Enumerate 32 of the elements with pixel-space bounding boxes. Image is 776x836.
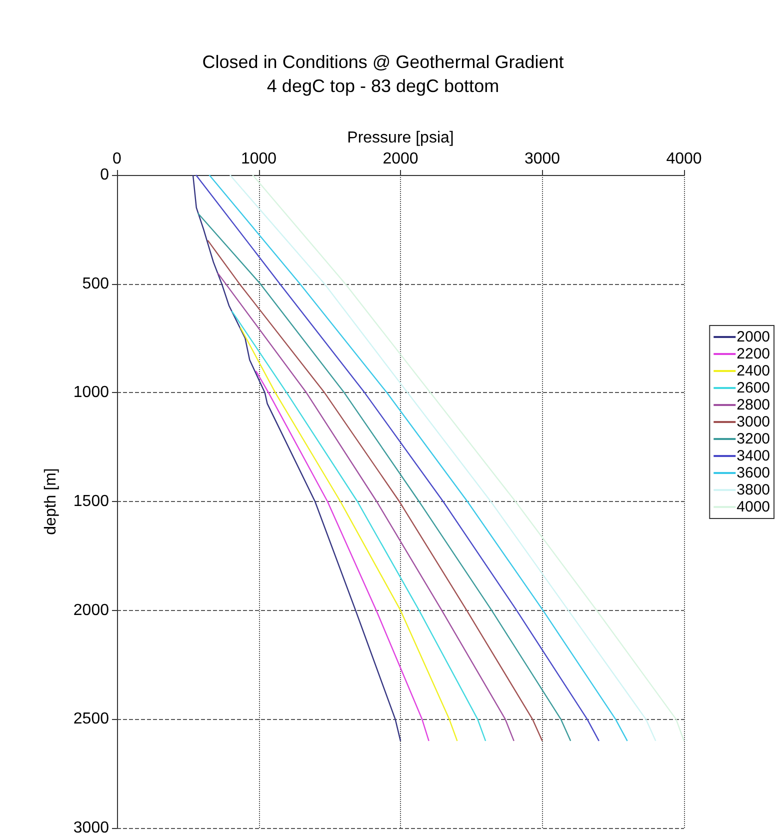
legend-label: 3400 bbox=[736, 448, 770, 464]
y-tick-label: 1000 bbox=[73, 384, 110, 402]
x-tick-label: 0 bbox=[112, 150, 122, 168]
line-series bbox=[255, 370, 430, 742]
x-tick-label: 1000 bbox=[240, 150, 277, 168]
legend-label: 2600 bbox=[736, 380, 770, 396]
x-axis-title: Pressure [psia] bbox=[347, 130, 454, 147]
legend-label: 2000 bbox=[736, 328, 770, 346]
y-tick-label: 0 bbox=[100, 166, 110, 184]
y-tick-label: 500 bbox=[82, 275, 110, 292]
legend-label: 3200 bbox=[736, 430, 770, 448]
legend-label: 4000 bbox=[736, 498, 770, 516]
legend-label: 2800 bbox=[736, 396, 770, 414]
legend-label: 3800 bbox=[736, 482, 770, 498]
line-series bbox=[192, 174, 402, 742]
line-series bbox=[217, 272, 514, 742]
x-tick-label: 2000 bbox=[382, 150, 418, 168]
legend-label: 3000 bbox=[736, 414, 770, 430]
line-series bbox=[240, 326, 458, 742]
legend-label: 3600 bbox=[736, 464, 770, 482]
legend-label: 2200 bbox=[736, 346, 770, 362]
x-tick-label: 3000 bbox=[524, 150, 560, 168]
y-tick-label: 3000 bbox=[73, 820, 110, 836]
chart-subtitle: 4 degC top - 83 degC bottom bbox=[266, 76, 500, 96]
y-tick-label: 1500 bbox=[73, 493, 110, 510]
legend-label: 2400 bbox=[736, 362, 770, 380]
line-series bbox=[231, 310, 486, 742]
y-tick-label: 2500 bbox=[73, 710, 110, 728]
y-tick-label: 2000 bbox=[73, 602, 110, 619]
x-tick-label: 4000 bbox=[666, 150, 702, 168]
y-axis-title: depth [m] bbox=[42, 468, 60, 535]
chart-title: Closed in Conditions @ Geothermal Gradient bbox=[202, 52, 564, 72]
